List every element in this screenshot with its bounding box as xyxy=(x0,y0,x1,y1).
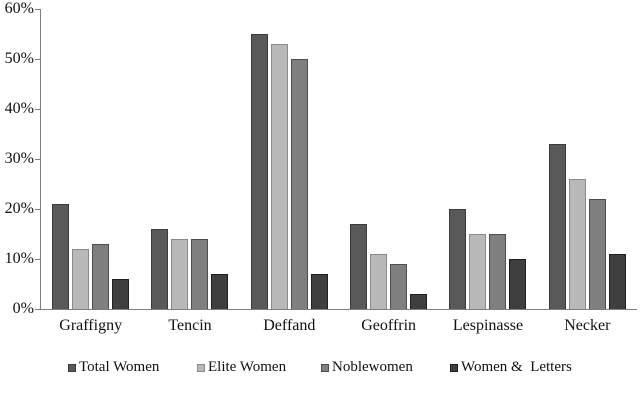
y-tick-label: 60% xyxy=(4,0,34,17)
bar-elite-women-deffand xyxy=(270,44,288,309)
bar-women-letters-deffand xyxy=(310,274,328,309)
y-tick-mark xyxy=(35,209,40,210)
bar-elite-women-graffigny xyxy=(72,249,90,309)
bar-women-letters-tencin xyxy=(211,274,229,309)
legend-marker-icon xyxy=(68,363,76,372)
bar-noblewomen-graffigny xyxy=(92,244,110,309)
y-axis-line xyxy=(40,9,41,309)
bar-total-women-tencin xyxy=(151,229,169,309)
x-category-label: Geoffrin xyxy=(361,317,417,334)
bar-noblewomen-geoffrin xyxy=(390,264,408,309)
bar-women-letters-necker xyxy=(608,254,626,309)
bar-group-graffigny xyxy=(41,9,140,309)
y-tick-label: 50% xyxy=(4,50,34,67)
x-category-label: Deffand xyxy=(263,317,316,334)
bar-elite-women-geoffrin xyxy=(370,254,388,309)
bar-total-women-necker xyxy=(548,144,566,309)
bar-noblewomen-tencin xyxy=(191,239,209,309)
x-category-label: Lespinasse xyxy=(452,317,524,334)
y-tick-label: 10% xyxy=(4,250,34,267)
y-tick-mark xyxy=(35,159,40,160)
bar-total-women-geoffrin xyxy=(350,224,368,309)
y-tick-mark xyxy=(35,9,40,10)
legend-label: Noblewomen xyxy=(332,359,413,375)
legend-marker-icon xyxy=(321,363,329,372)
y-tick-mark xyxy=(35,259,40,260)
x-axis-labels: Graffigny Tencin Deffand Geoffrin Lespinasse… xyxy=(41,317,637,335)
bar-elite-women-tencin xyxy=(171,239,189,309)
legend-item: Total Women xyxy=(68,359,159,376)
y-tick-label: 0% xyxy=(12,300,34,317)
bar-total-women-lespinasse xyxy=(449,209,467,309)
y-tick-mark xyxy=(35,59,40,60)
y-tick-label: 30% xyxy=(4,150,34,167)
y-tick-label: 40% xyxy=(4,100,34,117)
bar-women-letters-geoffrin xyxy=(410,294,428,309)
x-category-label: Tencin xyxy=(168,317,212,334)
legend-marker-icon xyxy=(197,363,205,372)
x-category-label: Graffigny xyxy=(59,317,123,334)
y-tick-mark xyxy=(35,109,40,110)
plot-area xyxy=(41,9,637,309)
bar-elite-women-lespinasse xyxy=(469,234,487,309)
bar-group-tencin xyxy=(140,9,239,309)
legend-item: Elite Women xyxy=(197,359,286,376)
legend-item: Women & Letters xyxy=(450,359,572,376)
bar-noblewomen-deffand xyxy=(290,59,308,309)
bar-group-lespinasse xyxy=(438,9,537,309)
bar-total-women-graffigny xyxy=(52,204,70,309)
legend-item: Noblewomen xyxy=(321,359,413,376)
bar-group-deffand xyxy=(240,9,339,309)
bar-total-women-deffand xyxy=(250,34,268,309)
legend-label: Women & Letters xyxy=(461,359,572,375)
bar-group-necker xyxy=(538,9,637,309)
bar-group-geoffrin xyxy=(339,9,438,309)
legend-label: Total Women xyxy=(79,359,160,375)
bar-elite-women-necker xyxy=(568,179,586,309)
y-tick-label: 20% xyxy=(4,200,34,217)
bar-women-letters-lespinasse xyxy=(509,259,527,309)
x-category-label: Necker xyxy=(564,317,611,334)
legend-label: Elite Women xyxy=(208,359,287,375)
legend-marker-icon xyxy=(450,363,458,372)
bar-women-letters-graffigny xyxy=(112,279,130,309)
bar-noblewomen-lespinasse xyxy=(489,234,507,309)
x-axis-line xyxy=(35,309,637,310)
bar-noblewomen-necker xyxy=(588,199,606,309)
